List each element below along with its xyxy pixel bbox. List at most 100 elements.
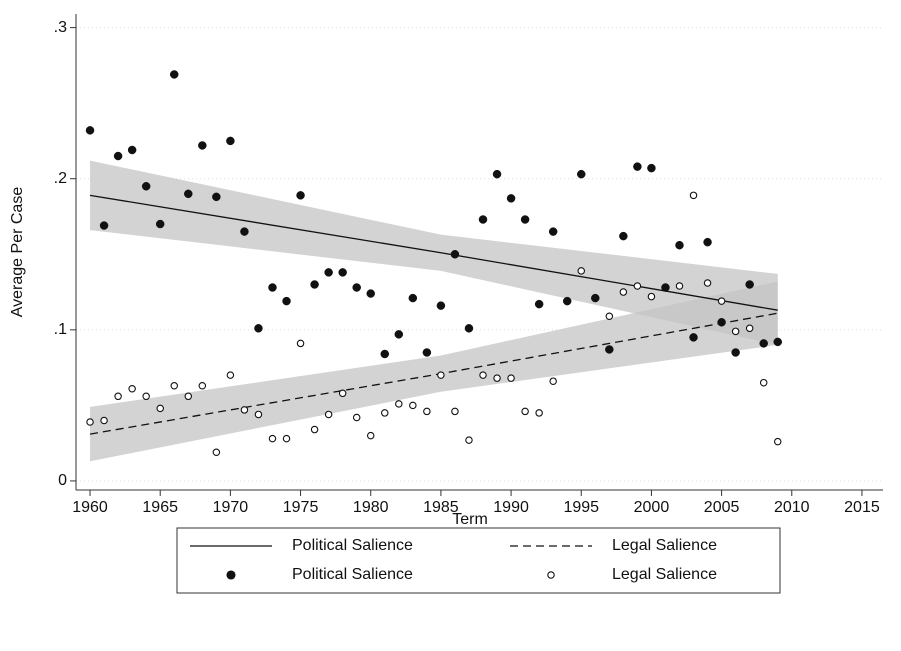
point: [324, 410, 333, 419]
point: [577, 169, 586, 179]
point: [381, 409, 389, 417]
confidence-band: [90, 281, 778, 462]
point: [520, 215, 530, 224]
point: [170, 381, 178, 390]
point: [282, 434, 291, 443]
point: [605, 312, 614, 320]
point: [268, 283, 277, 292]
point: [240, 227, 249, 236]
point: [169, 70, 179, 79]
point: [492, 169, 502, 179]
point: [521, 407, 529, 416]
point: [352, 413, 361, 422]
point: [549, 377, 557, 385]
x-tick-label: 1965: [142, 499, 178, 516]
point: [352, 283, 361, 292]
x-tick-label: 2015: [844, 499, 880, 516]
x-tick-label: 2010: [774, 499, 810, 516]
point: [254, 324, 263, 333]
point: [436, 301, 446, 310]
x-tick-label: 2000: [634, 499, 670, 516]
point: [395, 400, 403, 408]
point: [675, 240, 684, 250]
point: [128, 385, 136, 393]
point: [100, 416, 108, 425]
y-tick-label: .2: [54, 170, 67, 187]
point: [759, 378, 768, 387]
point: [254, 410, 263, 419]
point: [773, 337, 782, 347]
point: [647, 292, 656, 301]
point: [479, 371, 487, 379]
point: [745, 324, 754, 333]
confidence-band: [90, 160, 778, 345]
point: [85, 126, 95, 135]
point: [408, 293, 418, 303]
y-tick-label: 0: [58, 472, 67, 489]
point: [296, 339, 305, 348]
point: [703, 237, 712, 247]
x-tick-label: 1975: [283, 499, 319, 516]
point: [310, 425, 319, 434]
y-tick-label: .1: [54, 321, 67, 338]
point: [619, 231, 628, 241]
point: [577, 267, 586, 275]
x-tick-label: 1990: [493, 499, 529, 516]
point: [535, 409, 543, 417]
point: [86, 418, 94, 426]
point: [562, 296, 572, 306]
point: [633, 282, 642, 290]
point: [493, 374, 501, 382]
point: [703, 279, 712, 287]
point: [478, 215, 488, 224]
legend-box: [176, 527, 781, 594]
point: [619, 288, 628, 296]
point: [366, 289, 375, 298]
point: [647, 163, 656, 173]
legend-marker: [226, 570, 236, 580]
point: [507, 374, 515, 382]
legend-marker: [547, 571, 555, 579]
point: [240, 406, 249, 414]
point: [198, 141, 207, 150]
point: [212, 448, 221, 456]
point: [506, 194, 516, 203]
point: [534, 299, 544, 309]
point: [759, 339, 768, 348]
legend-label: Legal Salience: [612, 566, 717, 583]
point: [731, 348, 740, 357]
point: [689, 333, 698, 342]
point: [155, 219, 165, 229]
point: [141, 182, 151, 191]
point: [661, 283, 670, 292]
legend-label: Legal Salience: [612, 537, 717, 554]
x-tick-label: 1960: [72, 499, 108, 516]
y-tick-label: .3: [54, 19, 67, 36]
point: [773, 437, 782, 446]
point: [633, 162, 642, 171]
point: [184, 189, 193, 199]
legend-label: Political Salience: [292, 537, 413, 554]
point: [465, 436, 473, 444]
point: [675, 282, 684, 290]
x-tick-label: 1980: [353, 499, 389, 516]
point: [226, 136, 235, 146]
legend-label: Political Salience: [292, 566, 413, 583]
point: [142, 392, 150, 401]
point: [114, 392, 122, 401]
point: [451, 407, 459, 416]
point: [324, 268, 333, 277]
x-tick-label: 1995: [563, 499, 599, 516]
point: [366, 431, 375, 440]
point: [689, 191, 698, 200]
point: [268, 434, 277, 443]
point: [338, 389, 347, 398]
point: [198, 381, 207, 390]
x-tick-label: 1970: [213, 499, 249, 516]
point: [113, 151, 123, 161]
point: [548, 227, 558, 236]
point: [226, 371, 235, 379]
point: [591, 293, 600, 303]
point: [437, 371, 445, 379]
